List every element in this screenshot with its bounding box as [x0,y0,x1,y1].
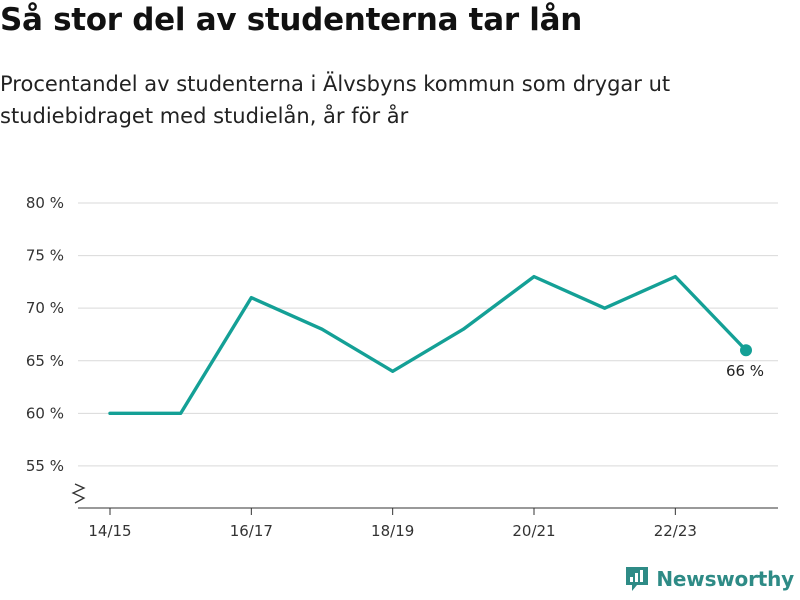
y-tick-label: 55 % [26,457,64,475]
y-tick-label: 65 % [26,352,64,370]
y-tick-label: 75 % [26,247,64,265]
axis-break-icon [71,483,86,504]
x-tick-label: 20/21 [512,522,555,540]
x-tick-label: 16/17 [230,522,273,540]
x-tick-label: 14/15 [88,522,131,540]
last-point-marker [740,344,752,357]
chart-subtitle: Procentandel av studenterna i Älvsbyns k… [0,72,671,128]
gridlines [78,202,778,467]
chart-title: Så stor del av studenterna tar lån [0,2,583,38]
series-line [108,274,748,416]
newsworthy-logo-icon [626,567,649,591]
y-tick-label: 80 % [26,194,64,212]
y-tick-label: 60 % [26,404,64,422]
x-tick-label: 22/23 [654,522,697,540]
series: 66 % [108,274,764,416]
x-axis [71,483,778,515]
brand-name: Newsworthy [656,567,794,591]
x-tick-label: 18/19 [371,522,414,540]
x-axis-labels: 14/15 16/17 18/19 20/21 22/23 [88,522,697,540]
y-axis-labels: 55 % 60 % 65 % 70 % 75 % 80 % [26,194,64,475]
newsworthy-logo: Newsworthy [625,566,794,592]
last-value-label: 66 % [726,362,764,380]
y-tick-label: 70 % [26,299,64,317]
